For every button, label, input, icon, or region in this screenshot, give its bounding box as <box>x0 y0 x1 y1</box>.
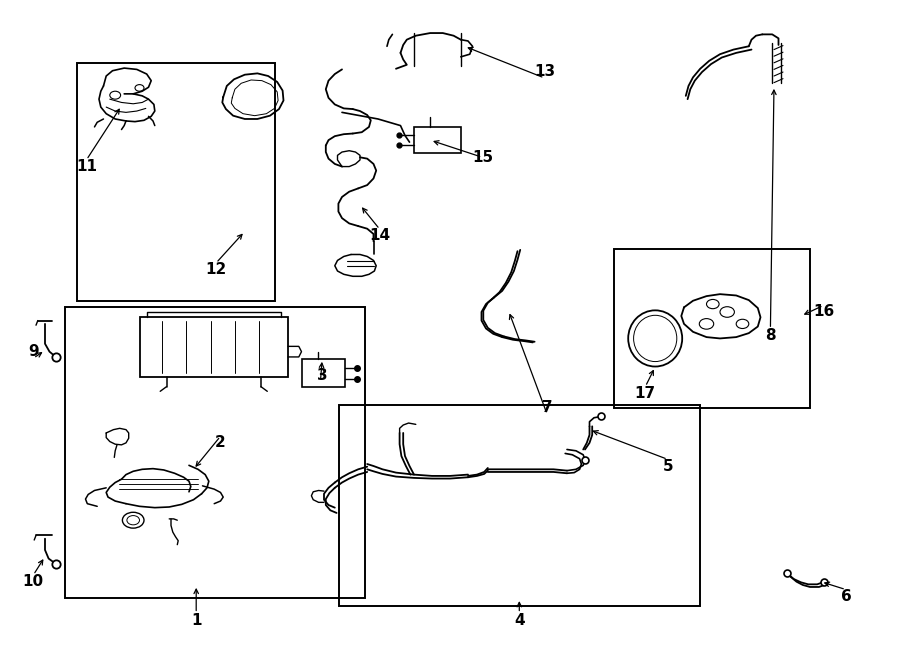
Text: 14: 14 <box>369 229 391 243</box>
Text: 5: 5 <box>662 459 673 473</box>
Text: 9: 9 <box>28 344 39 359</box>
Text: 3: 3 <box>317 368 328 383</box>
Bar <box>76 63 274 301</box>
Bar <box>302 359 345 387</box>
Text: 16: 16 <box>813 305 834 319</box>
Text: 11: 11 <box>76 159 97 174</box>
Bar <box>414 127 461 153</box>
Text: 10: 10 <box>22 574 44 589</box>
Text: 12: 12 <box>205 262 227 277</box>
Text: 1: 1 <box>191 613 202 627</box>
Text: 4: 4 <box>514 613 525 627</box>
Text: 17: 17 <box>634 386 656 401</box>
Bar <box>614 249 810 408</box>
Text: 15: 15 <box>472 150 493 165</box>
Ellipse shape <box>634 315 677 362</box>
Bar <box>339 405 700 606</box>
Text: 13: 13 <box>534 64 555 79</box>
Bar <box>65 307 364 598</box>
Ellipse shape <box>628 311 682 366</box>
Bar <box>140 317 288 377</box>
Text: 2: 2 <box>215 436 226 450</box>
Text: 6: 6 <box>841 589 851 603</box>
Text: 8: 8 <box>765 329 776 343</box>
Text: 7: 7 <box>542 401 553 415</box>
